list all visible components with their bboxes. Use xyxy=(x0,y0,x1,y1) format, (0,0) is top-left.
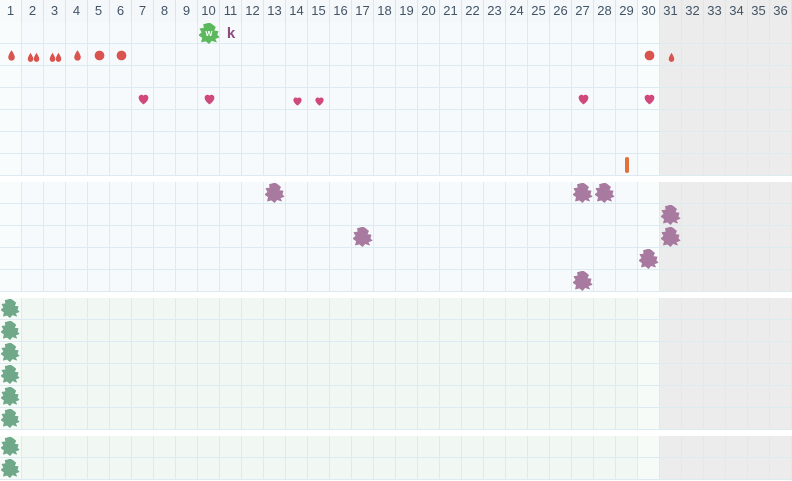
svg-text:w: w xyxy=(204,28,212,38)
